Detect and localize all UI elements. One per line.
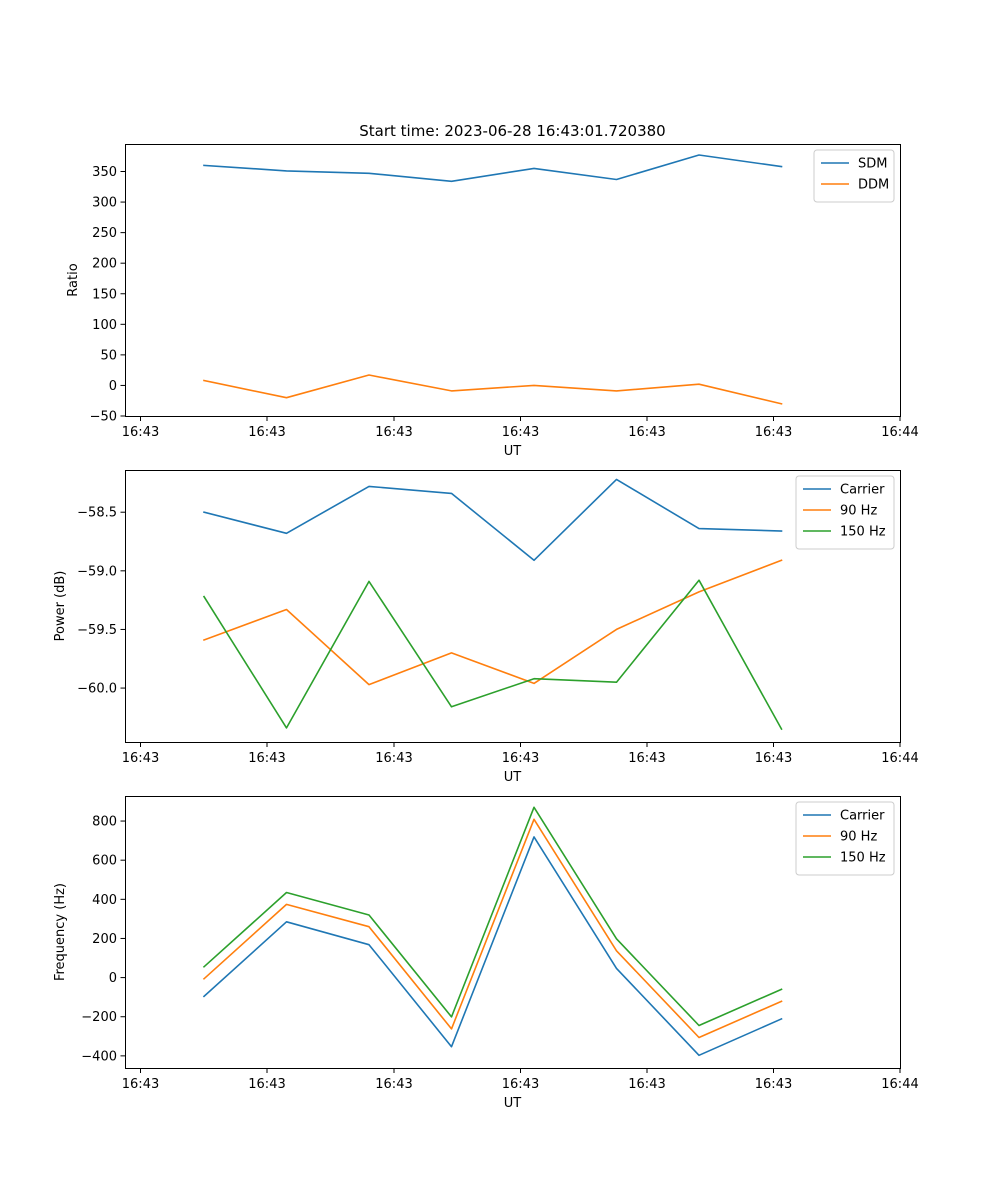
- x-tick-label: 16:43: [122, 1077, 159, 1092]
- series-line-90-hz: [202, 818, 783, 1039]
- subplot-2: 16:43 16:43 16:43 16:43 16:43 16:43 16:44 −60.0…: [53, 470, 919, 785]
- subplot-3: 16:43 16:43 16:43 16:43 16:43 16:43 16:44 −400 −…: [53, 796, 919, 1111]
- x-tick-label: 16:43: [628, 425, 665, 440]
- legend-label: 150 Hz: [840, 851, 886, 866]
- x-axis-label: UT: [504, 1096, 522, 1111]
- series-line-sdm: [203, 154, 783, 183]
- chart-title: Start time: 2023-06-28 16:43:01.720380: [359, 122, 665, 140]
- x-tick-label: 16:43: [628, 1077, 665, 1092]
- y-tick-label: 600: [92, 854, 117, 869]
- legend: Carrier 90 Hz 150 Hz: [795, 801, 895, 876]
- x-tick-label: 16:44: [881, 751, 918, 766]
- y-tick-label: 350: [92, 165, 117, 180]
- x-tick-label: 16:43: [502, 751, 539, 766]
- x-tick-label: 16:43: [755, 751, 792, 766]
- y-axis-label: Power (dB): [53, 571, 68, 642]
- x-tick-label: 16:43: [755, 1077, 792, 1092]
- y-tick-label: 800: [92, 815, 117, 830]
- series-line-carrier: [203, 478, 783, 562]
- legend-label: 90 Hz: [840, 504, 877, 519]
- series-line-ddm: [203, 374, 783, 405]
- y-tick-label: 400: [92, 893, 117, 908]
- x-tick-label: 16:43: [755, 425, 792, 440]
- y-tick-label: 250: [92, 226, 117, 241]
- y-tick-label: −58.5: [77, 506, 117, 521]
- y-tick-label: −400: [81, 1049, 117, 1064]
- x-axis-label: UT: [504, 444, 522, 459]
- x-tick-label: 16:44: [881, 425, 918, 440]
- y-tick-label: −59.0: [77, 564, 117, 579]
- x-tick-label: 16:43: [122, 425, 159, 440]
- y-tick-label: −200: [81, 1010, 117, 1025]
- series-line-150-hz: [202, 579, 783, 731]
- x-tick-label: 16:43: [502, 1077, 539, 1092]
- y-tick-label: 50: [100, 348, 117, 363]
- y-axis-label: Ratio: [66, 263, 81, 296]
- x-axis-label: UT: [504, 770, 522, 785]
- y-tick-label: −59.5: [77, 623, 117, 638]
- axes-frame: [125, 796, 901, 1069]
- y-tick-label: 300: [92, 196, 117, 211]
- x-tick-label: 16:43: [248, 751, 285, 766]
- legend-label: 150 Hz: [840, 525, 886, 540]
- legend-label: Carrier: [840, 483, 885, 498]
- x-tick-label: 16:43: [248, 1077, 285, 1092]
- legend: SDM DDM: [813, 149, 895, 203]
- series-line-carrier: [202, 836, 783, 1057]
- series-line-150-hz: [202, 806, 783, 1027]
- x-tick-label: 16:43: [122, 751, 159, 766]
- y-tick-label: −50: [90, 410, 117, 425]
- x-tick-label: 16:44: [881, 1077, 918, 1092]
- y-tick-label: 0: [109, 971, 117, 986]
- axes-frame: [125, 470, 901, 743]
- legend-label: 90 Hz: [840, 830, 877, 845]
- series-line-90-hz: [202, 559, 783, 686]
- legend-label: DDM: [858, 178, 889, 193]
- legend: Carrier 90 Hz 150 Hz: [795, 475, 895, 550]
- subplot-1: 16:43 16:43 16:43 16:43 16:43 16:43 16:44 −50 0 5…: [66, 144, 919, 459]
- y-tick-label: 200: [92, 257, 117, 272]
- y-tick-label: 0: [109, 379, 117, 394]
- y-tick-label: 150: [92, 287, 117, 302]
- x-tick-label: 16:43: [375, 425, 412, 440]
- legend-label: Carrier: [840, 809, 885, 824]
- x-tick-label: 16:43: [502, 425, 539, 440]
- y-tick-label: −60.0: [77, 682, 117, 697]
- y-axis-label: Frequency (Hz): [53, 883, 68, 981]
- x-tick-label: 16:43: [628, 751, 665, 766]
- y-tick-label: 100: [92, 318, 117, 333]
- axes-frame: [125, 144, 901, 417]
- x-tick-label: 16:43: [248, 425, 285, 440]
- legend-label: SDM: [858, 157, 887, 172]
- y-tick-label: 200: [92, 932, 117, 947]
- x-tick-label: 16:43: [375, 751, 412, 766]
- x-tick-label: 16:43: [375, 1077, 412, 1092]
